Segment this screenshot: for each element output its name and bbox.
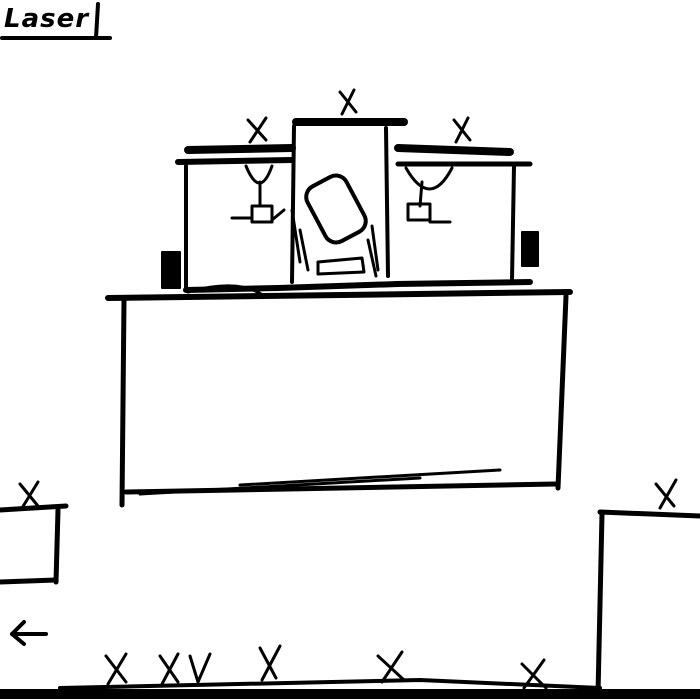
laser-turret — [290, 173, 380, 278]
spawn-marker — [258, 644, 282, 682]
main-platform-block — [105, 289, 573, 508]
arrow-left-icon[interactable] — [6, 610, 50, 650]
left-side-canister — [161, 251, 181, 289]
spawn-marker — [654, 478, 678, 510]
spawn-marker — [158, 652, 180, 686]
spawn-marker — [18, 480, 40, 510]
spawn-marker — [338, 88, 358, 116]
right-switch-mechanism — [404, 166, 454, 224]
ground-floor-detail — [58, 678, 602, 690]
main-block-ledge — [186, 284, 266, 298]
level-title: Laser — [4, 4, 90, 34]
title-frame — [0, 2, 112, 40]
spawn-marker — [104, 652, 128, 686]
center-tower — [275, 118, 408, 291]
right-tower — [393, 144, 533, 287]
left-ledge-platform — [0, 503, 69, 585]
spawn-marker — [520, 658, 548, 690]
spawn-marker — [452, 116, 472, 144]
right-ledge-platform — [595, 509, 700, 697]
left-switch-mechanism — [230, 164, 286, 224]
spawn-marker — [376, 650, 406, 684]
spawn-marker — [188, 652, 212, 684]
spawn-markers — [18, 88, 678, 690]
right-side-canister — [521, 231, 539, 267]
spawn-marker — [246, 116, 268, 144]
